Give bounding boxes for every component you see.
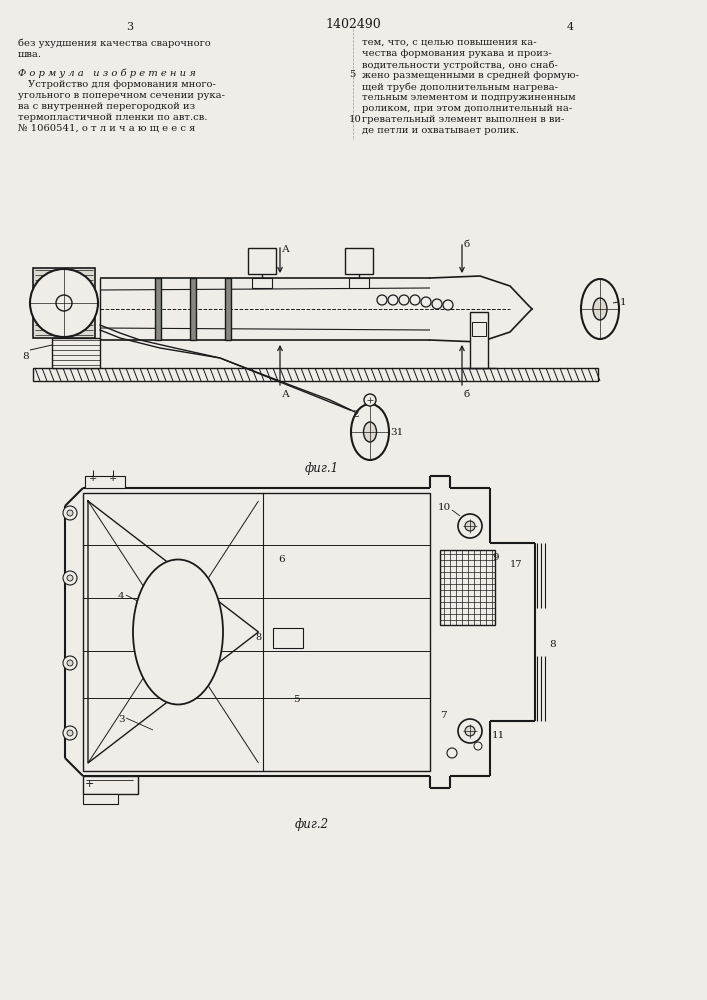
Text: 11: 11 bbox=[492, 731, 506, 740]
Text: 8: 8 bbox=[549, 640, 556, 649]
Text: 6: 6 bbox=[279, 555, 285, 564]
Text: А: А bbox=[282, 390, 290, 399]
Text: 5: 5 bbox=[293, 695, 300, 704]
Bar bbox=[440, 550, 495, 625]
Bar bbox=[225, 278, 231, 340]
Text: тельным элементом и подпружиненным: тельным элементом и подпружиненным bbox=[362, 93, 575, 102]
Bar bbox=[472, 322, 486, 336]
Text: Устройство для формования много-: Устройство для формования много- bbox=[28, 80, 216, 89]
Text: 10: 10 bbox=[349, 115, 362, 124]
Text: термопластичной пленки по авт.св.: термопластичной пленки по авт.св. bbox=[18, 113, 207, 122]
Text: водительности устройства, оно снаб-: водительности устройства, оно снаб- bbox=[362, 60, 558, 70]
Circle shape bbox=[30, 269, 98, 337]
Bar bbox=[274, 628, 303, 648]
Text: фиг.1: фиг.1 bbox=[305, 462, 339, 475]
Circle shape bbox=[364, 394, 376, 406]
Text: 10: 10 bbox=[438, 503, 451, 512]
Text: А: А bbox=[282, 245, 290, 254]
Circle shape bbox=[67, 510, 73, 516]
Ellipse shape bbox=[593, 298, 607, 320]
Circle shape bbox=[458, 514, 482, 538]
Circle shape bbox=[67, 660, 73, 666]
Bar bbox=[33, 368, 598, 381]
Bar bbox=[248, 248, 276, 274]
Bar bbox=[349, 278, 369, 288]
Circle shape bbox=[388, 295, 398, 305]
Text: +: + bbox=[85, 779, 94, 789]
Bar bbox=[345, 248, 373, 274]
Text: роликом, при этом дополнительный на-: роликом, при этом дополнительный на- bbox=[362, 104, 572, 113]
Text: 1402490: 1402490 bbox=[325, 18, 381, 31]
Text: фиг.2: фиг.2 bbox=[295, 818, 329, 831]
Bar bbox=[52, 338, 100, 368]
Circle shape bbox=[63, 726, 77, 740]
Text: без ухудшения качества сварочного: без ухудшения качества сварочного bbox=[18, 38, 211, 47]
Text: б: б bbox=[464, 390, 470, 399]
Text: № 1060541, о т л и ч а ю щ е е с я: № 1060541, о т л и ч а ю щ е е с я bbox=[18, 124, 195, 133]
Bar bbox=[252, 278, 272, 288]
Circle shape bbox=[432, 299, 442, 309]
Text: ва с внутренней перегородкой из: ва с внутренней перегородкой из bbox=[18, 102, 195, 111]
Text: угольного в поперечном сечении рука-: угольного в поперечном сечении рука- bbox=[18, 91, 225, 100]
Text: жено размещенными в средней формую-: жено размещенными в средней формую- bbox=[362, 71, 579, 80]
Circle shape bbox=[474, 742, 482, 750]
Text: 7: 7 bbox=[440, 711, 447, 720]
Text: 4: 4 bbox=[118, 592, 124, 601]
Text: 8: 8 bbox=[255, 633, 262, 642]
Text: де петли и охватывает ролик.: де петли и охватывает ролик. bbox=[362, 126, 519, 135]
Text: чества формования рукава и произ-: чества формования рукава и произ- bbox=[362, 49, 551, 58]
Text: +: + bbox=[109, 474, 117, 483]
Ellipse shape bbox=[581, 279, 619, 339]
Circle shape bbox=[63, 656, 77, 670]
Text: Ф о р м у л а   и з о б р е т е н и я: Ф о р м у л а и з о б р е т е н и я bbox=[18, 68, 196, 78]
Text: гревательный элемент выполнен в ви-: гревательный элемент выполнен в ви- bbox=[362, 115, 564, 124]
Bar bbox=[190, 278, 196, 340]
Circle shape bbox=[421, 297, 431, 307]
Circle shape bbox=[56, 295, 72, 311]
Text: 1: 1 bbox=[620, 298, 626, 307]
Bar bbox=[83, 794, 118, 804]
Circle shape bbox=[447, 748, 457, 758]
Text: 9: 9 bbox=[492, 553, 498, 562]
Text: 4: 4 bbox=[566, 22, 573, 32]
Text: 8: 8 bbox=[22, 352, 28, 361]
Text: 5: 5 bbox=[349, 70, 356, 79]
Text: +: + bbox=[89, 474, 98, 483]
Text: шва.: шва. bbox=[18, 50, 42, 59]
Circle shape bbox=[377, 295, 387, 305]
Bar bbox=[83, 493, 430, 771]
Circle shape bbox=[67, 575, 73, 581]
Circle shape bbox=[63, 506, 77, 520]
Text: 3: 3 bbox=[118, 715, 124, 724]
Text: 3: 3 bbox=[127, 22, 134, 32]
Bar bbox=[155, 278, 161, 340]
Bar bbox=[85, 476, 125, 488]
Circle shape bbox=[465, 521, 475, 531]
Circle shape bbox=[399, 295, 409, 305]
Circle shape bbox=[63, 571, 77, 585]
Text: б: б bbox=[464, 240, 470, 249]
Text: 2: 2 bbox=[352, 410, 358, 419]
Bar bbox=[470, 312, 488, 368]
Text: тем, что, с целью повышения ка-: тем, что, с целью повышения ка- bbox=[362, 38, 537, 47]
Circle shape bbox=[458, 719, 482, 743]
Ellipse shape bbox=[133, 560, 223, 704]
Ellipse shape bbox=[351, 404, 389, 460]
Circle shape bbox=[443, 300, 453, 310]
Bar bbox=[83, 776, 138, 794]
Text: 17: 17 bbox=[510, 560, 522, 569]
Text: щей трубе дополнительным нагрева-: щей трубе дополнительным нагрева- bbox=[362, 82, 558, 92]
Bar bbox=[33, 268, 95, 338]
Circle shape bbox=[410, 295, 420, 305]
Ellipse shape bbox=[363, 422, 377, 442]
Text: 31: 31 bbox=[390, 428, 403, 437]
Circle shape bbox=[67, 730, 73, 736]
Circle shape bbox=[465, 726, 475, 736]
